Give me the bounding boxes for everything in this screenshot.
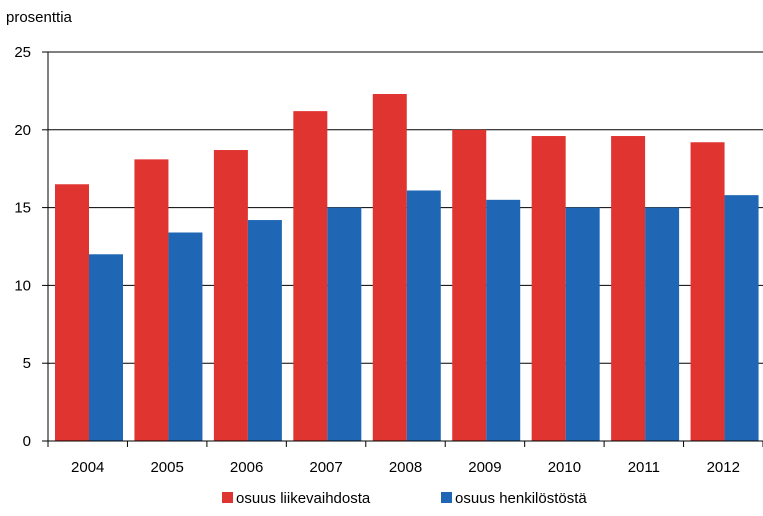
legend-label-henkilosto: osuus henkilöstöstä xyxy=(455,490,587,507)
x-tick-label: 2007 xyxy=(309,459,342,476)
bar-2004-series-2 xyxy=(89,254,123,441)
bar-2008-series-2 xyxy=(406,190,441,441)
bar-2011-series-1 xyxy=(611,136,646,442)
y-tick-label: 0 xyxy=(23,433,31,450)
bar-2010-series-2 xyxy=(565,207,600,441)
legend-swatch-liikevaihto xyxy=(222,492,233,503)
bars xyxy=(55,94,759,442)
legend-label-liikevaihto: osuus liikevaihdosta xyxy=(236,490,371,507)
bar-2012-series-1 xyxy=(690,142,725,442)
bar-2005-series-1 xyxy=(134,159,169,441)
bar-2007-series-1 xyxy=(293,111,328,442)
x-tick-label: 2011 xyxy=(628,459,660,476)
x-tick-label: 2005 xyxy=(150,459,183,476)
y-unit-label: prosenttia xyxy=(6,9,73,26)
bar-2007-series-2 xyxy=(327,207,362,441)
y-tick-label: 20 xyxy=(14,122,31,139)
x-tick-label: 2008 xyxy=(389,459,422,476)
x-tick-label: 2010 xyxy=(548,459,581,476)
y-tick-label: 15 xyxy=(14,200,31,217)
bar-2006-series-1 xyxy=(213,150,248,441)
bar-2004-series-1 xyxy=(55,184,89,441)
bar-2011-series-2 xyxy=(645,207,680,441)
legend-swatch-henkilosto xyxy=(441,492,452,503)
x-axis-ticks: 2004 2005 2006 2007 2008 2009 2010 2011 2012 xyxy=(47,441,763,476)
x-tick-label: 2006 xyxy=(230,459,263,476)
bar-2010-series-1 xyxy=(531,136,566,442)
bar-2012-series-2 xyxy=(724,195,759,441)
x-tick-label: 2004 xyxy=(71,459,104,476)
y-tick-label: 10 xyxy=(14,277,31,294)
bar-2008-series-1 xyxy=(372,94,407,442)
x-tick-label: 2012 xyxy=(707,459,740,476)
bar-2009-series-2 xyxy=(486,199,521,441)
bar-2006-series-2 xyxy=(247,220,282,441)
bar-2009-series-1 xyxy=(452,129,487,442)
x-tick-label: 2009 xyxy=(468,459,501,476)
y-axis-ticks: 0 5 10 15 20 25 xyxy=(14,44,48,450)
legend: osuus liikevaihdosta osuus henkilöstöstä xyxy=(222,490,587,507)
y-tick-label: 25 xyxy=(14,44,31,61)
y-tick-label: 5 xyxy=(23,355,31,372)
bar-2005-series-2 xyxy=(168,232,203,441)
